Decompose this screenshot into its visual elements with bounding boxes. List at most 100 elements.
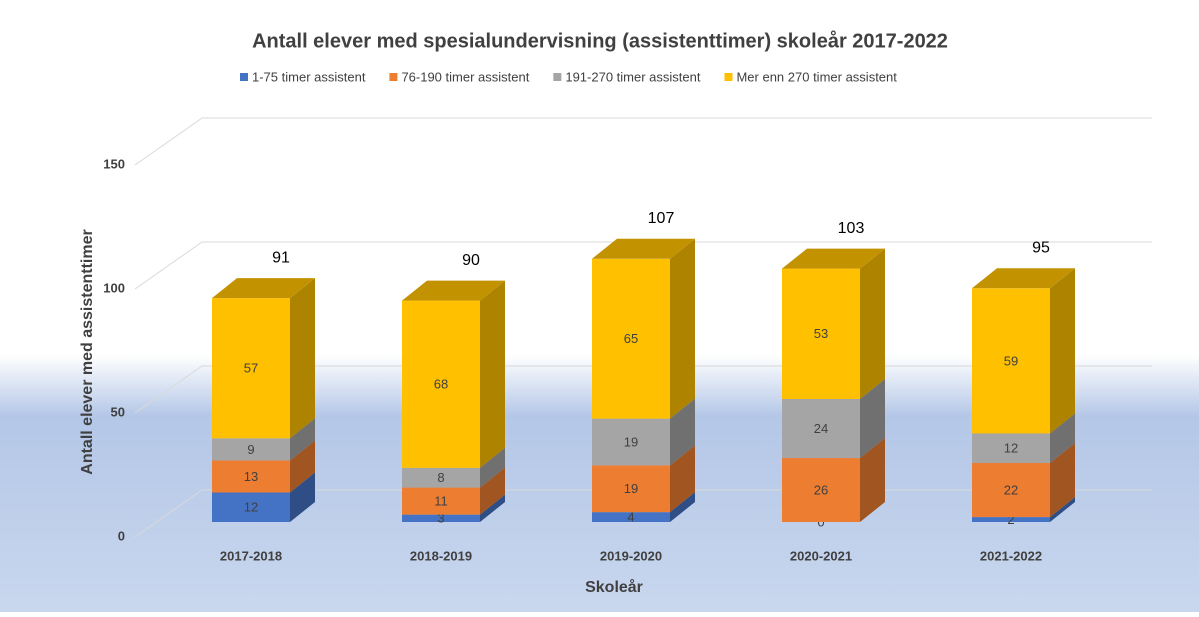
- legend-label: 1-75 timer assistent: [252, 69, 366, 84]
- legend-swatch: [724, 73, 733, 81]
- total-label: 90: [462, 252, 480, 269]
- bar-side: [860, 379, 885, 459]
- legend-label: Mer enn 270 timer assistent: [736, 69, 897, 84]
- data-label: 12: [244, 500, 258, 515]
- data-label: 22: [1004, 482, 1018, 497]
- grid-line: [134, 117, 1152, 166]
- data-label: 11: [434, 494, 448, 509]
- grid-line: [134, 241, 1152, 290]
- data-label: 9: [247, 442, 254, 457]
- bar-segment: [402, 467, 505, 515]
- bar-segment: [402, 280, 505, 468]
- bar-side: [480, 280, 505, 468]
- bar-top: [402, 280, 505, 301]
- y-tick-label: 50: [111, 404, 125, 419]
- bar-front: [592, 465, 670, 513]
- bar-front: [972, 517, 1050, 522]
- bar-side: [1050, 268, 1075, 434]
- bar-side: [670, 492, 695, 522]
- bar-front: [782, 399, 860, 459]
- bar-side: [480, 494, 505, 522]
- legend-swatch: [553, 73, 562, 81]
- bar-top: [212, 278, 315, 299]
- data-label: 4: [627, 510, 634, 525]
- bar-side: [670, 398, 695, 466]
- bar-front: [402, 300, 480, 468]
- bar-segment: [402, 447, 505, 488]
- bar-segment: [212, 440, 315, 493]
- total-label: 95: [1032, 240, 1050, 257]
- data-label: 68: [434, 377, 448, 392]
- data-label: 19: [624, 481, 638, 496]
- bar-side: [670, 445, 695, 513]
- bar-segment: [972, 268, 1075, 434]
- total-label: 107: [648, 210, 675, 227]
- bar-segment: [402, 494, 505, 522]
- bar-segment: [972, 497, 1075, 522]
- bar-side: [480, 467, 505, 515]
- bar-side: [670, 238, 695, 419]
- bar-segment: [592, 398, 695, 466]
- legend-swatch: [389, 73, 398, 81]
- legend-label: 191-270 timer assistent: [565, 69, 701, 84]
- bar-front: [972, 288, 1050, 434]
- y-tick-label: 100: [103, 280, 125, 295]
- bar-segment: [212, 278, 315, 439]
- bar-side: [290, 418, 315, 461]
- bar-segment: [782, 248, 885, 399]
- bar-top: [592, 238, 695, 259]
- y-tick-label: 0: [118, 528, 125, 543]
- x-tick-label: 2017-2018: [220, 548, 282, 563]
- bar-segment: [782, 379, 885, 459]
- bar-segment: [782, 438, 885, 522]
- data-label: 57: [244, 361, 258, 376]
- bar-front: [592, 418, 670, 466]
- bar-segment: [972, 413, 1075, 463]
- bar-segment: [592, 445, 695, 513]
- bar-front: [402, 514, 480, 522]
- data-label: 12: [1004, 441, 1018, 456]
- bar-front: [972, 462, 1050, 518]
- legend-label: 76-190 timer assistent: [401, 69, 529, 84]
- bar-front: [212, 298, 290, 439]
- legend-swatch: [240, 73, 248, 81]
- bar-front: [212, 438, 290, 461]
- total-label: 103: [838, 220, 865, 237]
- bar-side: [480, 447, 505, 488]
- y-tick-label: 150: [103, 156, 125, 171]
- x-axis-title: Skoleår: [585, 578, 643, 596]
- bar-front: [402, 467, 480, 488]
- bar-front: [212, 492, 290, 522]
- bar-segment: [212, 418, 315, 461]
- x-tick-label: 2020-2021: [790, 548, 852, 563]
- data-label: 2: [1007, 512, 1014, 527]
- bar-front: [592, 258, 670, 419]
- bar-segment: [592, 238, 695, 419]
- chart-title: Antall elever med spesialundervisning (a…: [252, 29, 948, 52]
- bar-side: [1050, 497, 1075, 522]
- bar-segment: [592, 492, 695, 522]
- bar-side: [290, 472, 315, 522]
- bar-side: [860, 438, 885, 522]
- x-tick-label: 2021-2022: [980, 548, 1042, 563]
- legend: 1-75 timer assistent 76-190 timer assiste…: [240, 69, 897, 84]
- bar-front: [402, 487, 480, 515]
- y-axis-title: Antall elever med assistenttimer: [79, 229, 96, 474]
- data-label: 59: [1004, 353, 1018, 368]
- data-label: 19: [624, 434, 638, 449]
- bar-top: [972, 268, 1075, 289]
- bar-front: [592, 512, 670, 522]
- data-label: 65: [624, 331, 638, 346]
- bar-front: [212, 460, 290, 493]
- bar-side: [860, 248, 885, 399]
- data-label: 53: [814, 326, 828, 341]
- data-label: 26: [814, 482, 828, 497]
- data-label: 8: [437, 470, 444, 485]
- bar-side: [1050, 413, 1075, 463]
- bar-side: [290, 440, 315, 493]
- bar-front: [782, 268, 860, 399]
- bar-side: [290, 278, 315, 439]
- data-label: 3: [437, 511, 444, 526]
- data-label: 13: [244, 469, 258, 484]
